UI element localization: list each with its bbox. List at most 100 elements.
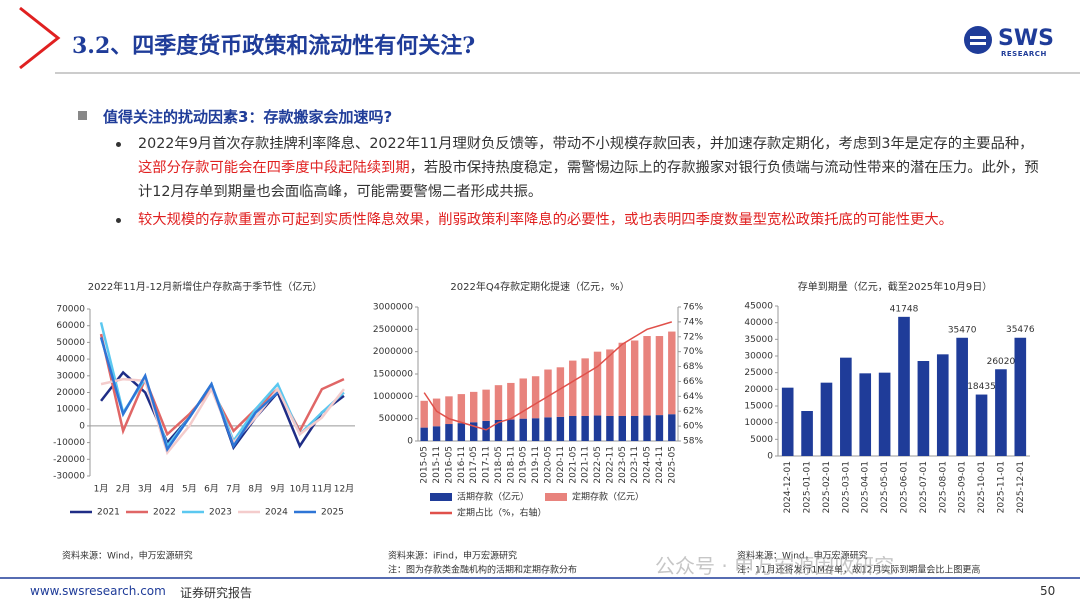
chart-title: 2022年11月-12月新增住户存款高于季节性（亿元） <box>88 280 323 293</box>
chart-source: 资料来源：Wind，申万宏源研究 <box>62 550 193 562</box>
bar <box>593 351 602 416</box>
bar <box>593 415 602 441</box>
y-tick-label: 1000000 <box>373 392 413 402</box>
y2-tick-label: 72% <box>683 332 703 342</box>
x-tick-label: 2月 <box>116 484 131 495</box>
bar <box>668 414 676 441</box>
x-tick-label: 2025-12-01 <box>1016 461 1026 513</box>
x-tick-label: 3月 <box>138 484 153 495</box>
y-tick-label: 10000 <box>744 418 773 428</box>
data-label: 41748 <box>890 304 919 314</box>
chart-source: 资料来源：Wind，申万宏源研究 <box>737 550 868 562</box>
y-tick-label: 35000 <box>744 335 773 345</box>
x-tick-label: 2019-05 <box>519 446 529 484</box>
slide-title: 3.2、四季度货币政策和流动性有何关注? <box>72 33 476 59</box>
data-label: 35476 <box>1006 325 1035 335</box>
bar <box>494 385 503 421</box>
x-tick-label: 2017-05 <box>469 446 479 484</box>
bar <box>482 420 490 441</box>
x-tick-label: 2025-08-01 <box>938 461 948 513</box>
y2-tick-label: 58% <box>683 437 703 447</box>
logo-icon <box>964 26 992 54</box>
legend-label: 2022 <box>153 508 176 518</box>
bar <box>956 337 968 456</box>
bullet-highlight: 较大规模的存款重置亦可起到实质性降息效果，削弱政策利率降息的必要性，或也表明四季… <box>138 212 953 228</box>
legend-label: 2023 <box>209 508 232 518</box>
y-tick-label: 0 <box>407 437 413 447</box>
x-tick-label: 9月 <box>270 484 285 495</box>
y2-tick-label: 74% <box>683 317 703 327</box>
y-tick-label: 30000 <box>744 352 773 362</box>
x-tick-label: 2025-06-01 <box>900 461 910 513</box>
y-tick-label: -10000 <box>53 438 85 448</box>
x-tick-label: 1月 <box>94 484 109 495</box>
legend-swatch <box>545 493 567 501</box>
x-tick-label: 2024-05 <box>643 446 653 484</box>
x-tick-label: 2020-05 <box>544 446 554 484</box>
y-tick-label: 40000 <box>744 318 773 328</box>
series-line <box>99 337 279 453</box>
y2-tick-label: 66% <box>683 377 703 387</box>
bar <box>643 336 651 416</box>
y-tick-label: 2500000 <box>373 325 413 335</box>
y-tick-label: 25000 <box>744 368 773 378</box>
x-tick-label: 2019-11 <box>531 446 541 484</box>
y-tick-label: 0 <box>767 452 773 462</box>
page-number: 50 <box>1040 584 1056 598</box>
logo-icon-stripe <box>970 42 986 45</box>
bar <box>445 424 453 441</box>
bar <box>531 376 540 419</box>
y-tick-label: 10000 <box>56 405 85 415</box>
data-label: 26020 <box>987 357 1016 367</box>
bar <box>482 389 490 421</box>
x-tick-label: 2015-11 <box>432 446 442 484</box>
y2-tick-label: 62% <box>683 407 703 417</box>
x-tick-label: 2025-05-01 <box>880 461 890 513</box>
x-tick-label: 2025-07-01 <box>919 461 929 513</box>
bar <box>630 415 639 441</box>
logo-sub: RESEARCH <box>1001 50 1047 58</box>
x-tick-label: 12月 <box>334 484 354 495</box>
y-tick-label: 5000 <box>750 435 773 445</box>
x-tick-label: 5月 <box>182 484 197 495</box>
bar <box>655 336 664 416</box>
bar <box>878 372 891 456</box>
bar <box>519 378 527 419</box>
bar <box>820 382 833 456</box>
bar <box>1014 337 1027 456</box>
y-tick-label: 3000000 <box>373 303 413 313</box>
section-heading: 值得关注的扰动因素3：存款搬家会加速吗? <box>78 106 392 127</box>
y-tick-label: -30000 <box>53 472 85 482</box>
bar <box>544 369 552 418</box>
bar <box>995 369 1007 456</box>
data-label: 18435 <box>967 382 996 392</box>
y-tick-label: 45000 <box>744 302 773 312</box>
header-accent <box>19 6 61 70</box>
heading-text: 值得关注的扰动因素3：存款搬家会加速吗? <box>103 108 393 126</box>
y-tick-label: 2000000 <box>373 347 413 357</box>
x-tick-label: 2021-05 <box>568 446 578 484</box>
bar <box>507 382 515 420</box>
x-tick-label: 2016-11 <box>457 446 467 484</box>
x-tick-label: 2022-05 <box>593 446 603 484</box>
bar <box>519 418 527 441</box>
bar <box>470 391 478 423</box>
legend-label: 定期存款（亿元） <box>572 491 644 503</box>
x-tick-label: 2017-11 <box>482 446 492 484</box>
x-tick-label: 2018-05 <box>494 446 504 484</box>
x-tick-label: 6月 <box>204 484 219 495</box>
legend-label: 2024 <box>265 508 288 518</box>
y-tick-label: 20000 <box>56 388 85 398</box>
x-tick-label: 2025-11-01 <box>996 461 1006 513</box>
y2-tick-label: 68% <box>683 362 703 372</box>
watermark: 公众号 · 申万宏源固收研究 <box>655 554 895 578</box>
bar <box>432 426 441 441</box>
series-line <box>423 321 673 431</box>
y-tick-label: 50000 <box>56 338 85 348</box>
logo: SWS <box>998 26 1054 51</box>
y2-tick-label: 64% <box>683 392 703 402</box>
bar <box>606 349 614 416</box>
footer-url: www.swsresearch.com <box>30 584 166 598</box>
bullet: 较大规模的存款重置亦可起到实质性降息效果，削弱政策利率降息的必要性，或也表明四季… <box>116 208 1043 232</box>
